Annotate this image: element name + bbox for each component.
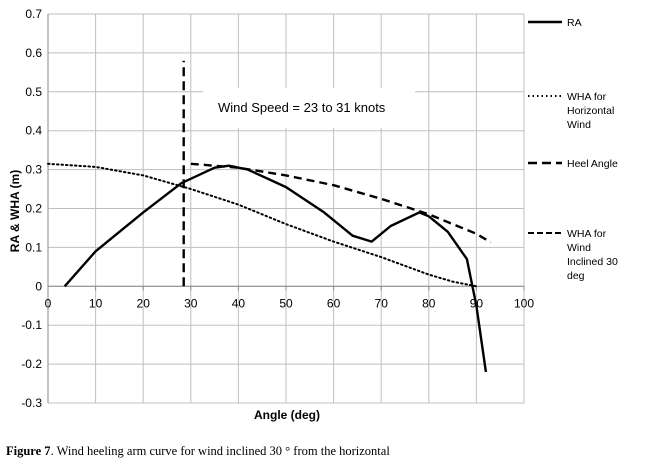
series-line-3	[190, 162, 492, 244]
x-tick-label: 0	[45, 296, 52, 310]
axes	[47, 14, 525, 403]
caption-text: . Wind heeling arm curve for wind inclin…	[50, 444, 390, 458]
x-tick-label: 100	[514, 296, 534, 310]
legend: RA WHA for Horizontal Wind Heel Angle WH…	[528, 17, 621, 282]
y-tick-label: -0.1	[21, 318, 42, 332]
legend-label-wha-horizontal-line3: Wind	[567, 119, 591, 131]
legend-label-ra: RA	[567, 17, 582, 29]
legend-label-wha-horizontal-line1: WHA for	[567, 91, 607, 103]
x-tick-label: 80	[422, 296, 436, 310]
tick-labels: 0.70.60.50.40.30.20.10-0.1-0.2-0.30 10 20 3…	[21, 7, 534, 410]
legend-label-wha-horizontal: WHA for Horizontal Wind	[567, 91, 617, 131]
annotation-text: Wind Speed = 23 to 31 knots	[218, 100, 386, 115]
figure-caption: Figure 7. Wind heeling arm curve for win…	[6, 444, 646, 459]
legend-label-wha-inclined-line3: Inclined 30	[567, 256, 618, 268]
legend-label-heel-angle: Heel Angle	[567, 158, 618, 170]
x-tick-label: 40	[232, 296, 246, 310]
y-tick-label: -0.3	[21, 396, 42, 410]
y-tick-label: 0.5	[25, 85, 42, 99]
y-tick-label: -0.2	[21, 357, 42, 371]
y-tick-label: 0.3	[25, 163, 42, 177]
series-line-0	[63, 164, 488, 373]
series-line-1	[47, 162, 478, 288]
caption-label: Figure 7	[6, 444, 51, 458]
y-tick-label: 0.4	[25, 124, 42, 138]
y-tick-label: 0.2	[25, 202, 42, 216]
series	[47, 60, 492, 373]
chart: 0.70.60.50.40.30.20.10-0.1-0.2-0.30 10 20 3…	[0, 0, 658, 440]
legend-label-wha-inclined-line2: Wind	[567, 242, 591, 254]
y-tick-label: 0	[35, 279, 42, 293]
legend-label-wha-inclined: WHA for Wind Inclined 30 deg	[567, 228, 621, 282]
y-tick-label: 0.6	[25, 46, 42, 60]
y-tick-label: 0.1	[25, 240, 42, 254]
legend-label-wha-inclined-line4: deg	[567, 270, 585, 282]
x-tick-label: 30	[184, 296, 198, 310]
x-tick-label: 60	[327, 296, 341, 310]
y-tick-label: 0.7	[25, 7, 42, 21]
legend-label-wha-inclined-line1: WHA for	[567, 228, 607, 240]
annotation-box	[203, 88, 415, 128]
x-tick-label: 20	[137, 296, 151, 310]
x-tick-label: 50	[279, 296, 293, 310]
legend-label-wha-horizontal-line2: Horizontal	[567, 105, 614, 117]
y-axis-label: RA & WHA (m)	[8, 170, 22, 252]
x-tick-label: 10	[89, 296, 103, 310]
x-axis-label: Angle (deg)	[254, 408, 320, 422]
chart-background	[0, 0, 658, 440]
x-tick-label: 70	[375, 296, 389, 310]
